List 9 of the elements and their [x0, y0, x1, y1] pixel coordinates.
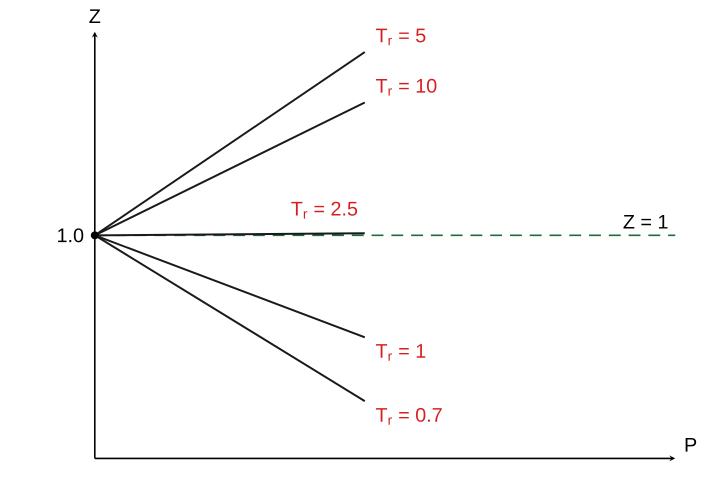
series-label: T$_{r}$ = 5 — [376, 28, 426, 46]
series-label: T$_{r}$ = 2.5 — [291, 202, 358, 219]
series-label: T$_{r}$ = 1 — [376, 344, 426, 361]
ref-line-label: Z = 1 — [623, 214, 668, 228]
y-axis-title: Z — [89, 9, 100, 23]
series-label: T$_{r}$ = 10 — [376, 78, 436, 96]
text: 1.0 — [58, 228, 84, 242]
x-axis-title: P — [686, 438, 696, 452]
series-label: T$_{r}$ = 0.7 — [376, 408, 442, 425]
